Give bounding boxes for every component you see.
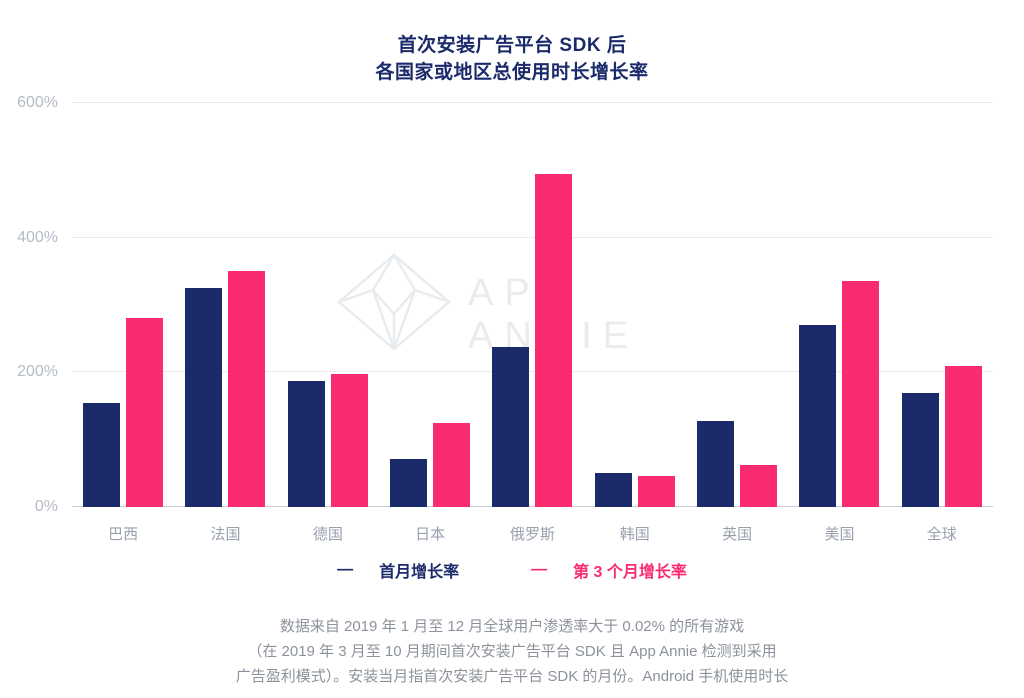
x-axis: 巴西 法国 德国 日本 俄罗斯 韩国 英国 美国 全球: [72, 523, 993, 544]
bar-group-8: [891, 103, 993, 507]
legend-label-first-month: 首月增长率: [379, 564, 460, 581]
x-axis-tick-label: 韩国: [619, 526, 650, 543]
y-axis: 0% 200% 400% 600%: [0, 94, 58, 515]
bar-series0-cat7: [799, 325, 837, 507]
legend-item-first-month: — 首月增长率: [337, 558, 459, 582]
bar-series1-cat2: [330, 373, 368, 507]
chart-legend: — 首月增长率 — 第 3 个月增长率: [0, 558, 1024, 582]
y-axis-tick-label: 200%: [17, 363, 58, 381]
chart-title-line1: 首次安装广告平台 SDK 后: [397, 35, 627, 56]
footnote-line3: 广告盈利模式）。安装当月指首次安装广告平台 SDK 的月份。Android 手机…: [235, 668, 789, 685]
x-axis-tick-label: 法国: [210, 526, 241, 543]
x-axis-tick-label: 英国: [722, 526, 753, 543]
bar-series1-cat0: [126, 318, 164, 507]
bar-series1-cat1: [228, 271, 266, 507]
appannie-diamond-icon: [337, 252, 451, 351]
bar-group-6: [686, 103, 788, 507]
bar-series0-cat4: [492, 346, 530, 507]
legend-dash-pink: —: [531, 561, 548, 578]
bar-series1-cat5: [637, 476, 675, 507]
bar-series0-cat5: [594, 473, 632, 507]
bar-series1-cat3: [433, 422, 471, 507]
bar-series1-cat7: [842, 281, 880, 507]
bar-series0-cat6: [697, 420, 735, 507]
y-axis-tick-label: 400%: [17, 228, 58, 246]
bar-group-0: [72, 103, 174, 507]
x-axis-tick-label: 日本: [415, 526, 446, 543]
x-axis-tick-label: 俄罗斯: [509, 526, 555, 543]
y-axis-tick-label: 600%: [17, 94, 58, 111]
gridline-200pct: [72, 371, 993, 373]
footnote: 数据来自 2019 年 1 月至 12 月全球用户渗透率大于 0.02% 的所有…: [0, 614, 1024, 689]
bar-series0-cat1: [185, 288, 223, 507]
bar-series0-cat0: [83, 402, 121, 507]
bar-series1-cat8: [944, 365, 982, 507]
chart-title-line2: 各国家或地区总使用时长增长率: [375, 62, 649, 83]
bar-group-2: [277, 103, 379, 507]
legend-item-third-month: — 第 3 个月增长率: [531, 558, 687, 582]
footnote-line2: （在 2019 年 3 月至 10 月期间首次安装广告平台 SDK 且 App …: [247, 643, 777, 660]
x-axis-tick-label: 巴西: [108, 526, 139, 543]
bar-series1-cat6: [740, 464, 778, 507]
bar-series-container: [72, 103, 993, 507]
bar-series0-cat8: [901, 392, 939, 507]
bar-group-5: [584, 103, 686, 507]
bar-group-7: [788, 103, 890, 507]
x-axis-tick-label: 全球: [926, 526, 957, 543]
x-axis-tick-label: 美国: [824, 526, 855, 543]
bar-group-4: [481, 103, 583, 507]
y-axis-tick-label: 0%: [34, 498, 58, 515]
bar-group-1: [174, 103, 276, 507]
plot-area: [72, 102, 993, 507]
gridline-600pct: [72, 102, 993, 103]
chart-title: 首次安装广告平台 SDK 后 各国家或地区总使用时长增长率: [0, 32, 1024, 86]
bar-group-3: [379, 103, 481, 507]
legend-dash-navy: —: [337, 561, 354, 578]
gridline-0pct: [72, 506, 993, 507]
footnote-line1: 数据来自 2019 年 1 月至 12 月全球用户渗透率大于 0.02% 的所有…: [279, 618, 745, 635]
legend-label-third-month: 第 3 个月增长率: [573, 564, 687, 581]
bar-series0-cat2: [287, 381, 325, 507]
x-axis-tick-label: 德国: [312, 526, 343, 543]
bar-series0-cat3: [390, 458, 428, 507]
gridline-400pct: [72, 236, 993, 238]
bar-series1-cat4: [535, 173, 573, 507]
